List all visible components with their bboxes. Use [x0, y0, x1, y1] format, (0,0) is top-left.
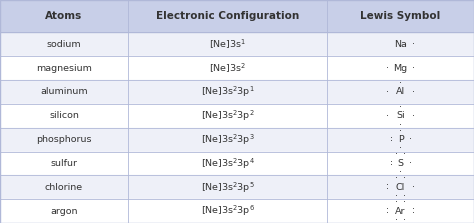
Text: Cl: Cl — [396, 183, 405, 192]
Text: ·: · — [409, 158, 411, 168]
Bar — [0, 0, 474, 32]
Text: phosphorus: phosphorus — [36, 135, 92, 144]
Text: ·: · — [412, 204, 415, 214]
Text: Electronic Configuration: Electronic Configuration — [156, 11, 299, 21]
Text: ·: · — [390, 160, 392, 170]
Text: ·: · — [412, 182, 415, 192]
Text: argon: argon — [50, 206, 78, 216]
Text: ·: · — [403, 191, 406, 201]
Text: sulfur: sulfur — [51, 159, 77, 168]
Bar — [0, 199, 474, 223]
Text: ·: · — [403, 197, 406, 207]
Text: ·: · — [390, 136, 392, 146]
Text: ·: · — [409, 135, 411, 145]
Text: ·: · — [390, 157, 392, 167]
Text: sodium: sodium — [46, 40, 82, 49]
Text: aluminum: aluminum — [40, 87, 88, 96]
Text: ·: · — [399, 126, 402, 136]
Text: [Ne]3s$^{2}$3p$^{6}$: [Ne]3s$^{2}$3p$^{6}$ — [201, 204, 255, 218]
Text: Na: Na — [394, 40, 407, 49]
Text: ·: · — [399, 144, 402, 153]
Bar — [0, 128, 474, 151]
Bar — [0, 104, 474, 128]
Text: ·: · — [386, 181, 389, 191]
Text: ·: · — [399, 120, 402, 130]
Text: ·: · — [403, 173, 406, 183]
Bar — [0, 32, 474, 56]
Text: ·: · — [386, 111, 389, 121]
Text: ·: · — [395, 149, 398, 159]
Text: Mg: Mg — [393, 64, 408, 72]
Text: ·: · — [395, 197, 398, 207]
Text: [Ne]3s$^{2}$3p$^{3}$: [Ne]3s$^{2}$3p$^{3}$ — [201, 132, 255, 147]
Text: ·: · — [412, 87, 415, 97]
Text: Al: Al — [396, 87, 405, 96]
Text: ·: · — [395, 191, 398, 201]
Text: [Ne]3s$^{2}$3p$^{2}$: [Ne]3s$^{2}$3p$^{2}$ — [201, 108, 255, 123]
Text: [Ne]3s$^{2}$3p$^{4}$: [Ne]3s$^{2}$3p$^{4}$ — [201, 156, 255, 171]
Bar — [0, 56, 474, 80]
Text: ·: · — [386, 184, 389, 194]
Text: [Ne]3s$^{1}$: [Ne]3s$^{1}$ — [209, 38, 246, 51]
Text: magnesium: magnesium — [36, 64, 92, 72]
Text: P: P — [398, 135, 403, 144]
Text: silicon: silicon — [49, 111, 79, 120]
Bar — [0, 80, 474, 104]
Text: ·: · — [412, 39, 415, 49]
Text: [Ne]3s$^{2}$3p$^{5}$: [Ne]3s$^{2}$3p$^{5}$ — [201, 180, 255, 194]
Bar — [0, 151, 474, 175]
Text: Lewis Symbol: Lewis Symbol — [360, 11, 441, 21]
Text: [Ne]3s$^{2}$3p$^{1}$: [Ne]3s$^{2}$3p$^{1}$ — [201, 85, 255, 99]
Text: ·: · — [399, 102, 402, 112]
Text: ·: · — [399, 167, 402, 177]
Text: ·: · — [412, 208, 415, 218]
Text: ·: · — [395, 173, 398, 183]
Text: ·: · — [395, 215, 398, 223]
Text: ·: · — [403, 215, 406, 223]
Text: [Ne]3s$^{2}$: [Ne]3s$^{2}$ — [209, 61, 246, 75]
Text: Atoms: Atoms — [46, 11, 82, 21]
Bar — [0, 175, 474, 199]
Text: ·: · — [386, 208, 389, 218]
Text: S: S — [398, 159, 403, 168]
Text: ·: · — [403, 149, 406, 159]
Text: ·: · — [390, 133, 392, 143]
Text: chlorine: chlorine — [45, 183, 83, 192]
Text: ·: · — [412, 111, 415, 121]
Text: ·: · — [386, 63, 389, 73]
Text: Si: Si — [396, 111, 405, 120]
Text: Ar: Ar — [395, 206, 406, 216]
Text: ·: · — [386, 87, 389, 97]
Text: ·: · — [386, 204, 389, 214]
Text: ·: · — [399, 78, 402, 88]
Text: ·: · — [412, 63, 415, 73]
